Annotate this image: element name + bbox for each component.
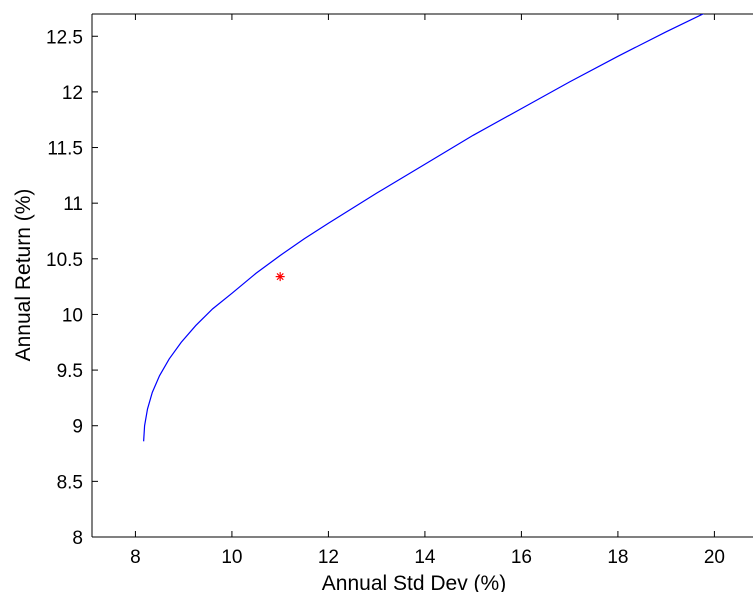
y-tick-label: 8 [72,528,83,549]
x-tick-label: 14 [414,547,436,568]
y-tick-label: 9 [72,417,83,438]
x-tick-label: 10 [221,547,242,568]
x-ticks: 8 10 12 14 16 18 20 [130,14,725,568]
y-tick-label: 10.5 [46,250,83,271]
y-axis-label: Annual Return (%) [12,189,35,362]
y-tick-label: 10 [62,305,83,326]
y-ticks: 8 8.5 9 9.5 10 10.5 11 11.5 12 12.5 [46,27,98,549]
y-tick-label: 11.5 [47,139,83,160]
y-tick-label: 11 [63,194,83,215]
y-tick-label: 8.5 [57,472,83,493]
y-tick-label: 12.5 [46,27,83,48]
x-tick-label: 12 [318,547,339,568]
marker-layer [275,272,285,282]
x-axis-label: Annual Std Dev (%) [322,572,506,592]
series-layer [143,14,705,442]
plot-area [91,13,753,538]
x-tick-label: 20 [704,547,725,568]
efficient-frontier-line [143,14,705,442]
x-tick-label: 8 [130,547,141,568]
x-tick-label: 16 [511,547,532,568]
y-tick-label: 12 [62,83,83,104]
selected-portfolio-marker [275,272,285,282]
x-tick-label: 18 [607,547,628,568]
y-tick-label: 9.5 [57,361,83,382]
